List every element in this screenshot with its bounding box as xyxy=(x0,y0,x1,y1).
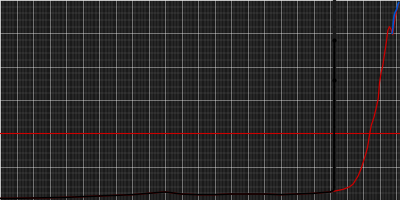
Bar xyxy=(333,0,335,200)
